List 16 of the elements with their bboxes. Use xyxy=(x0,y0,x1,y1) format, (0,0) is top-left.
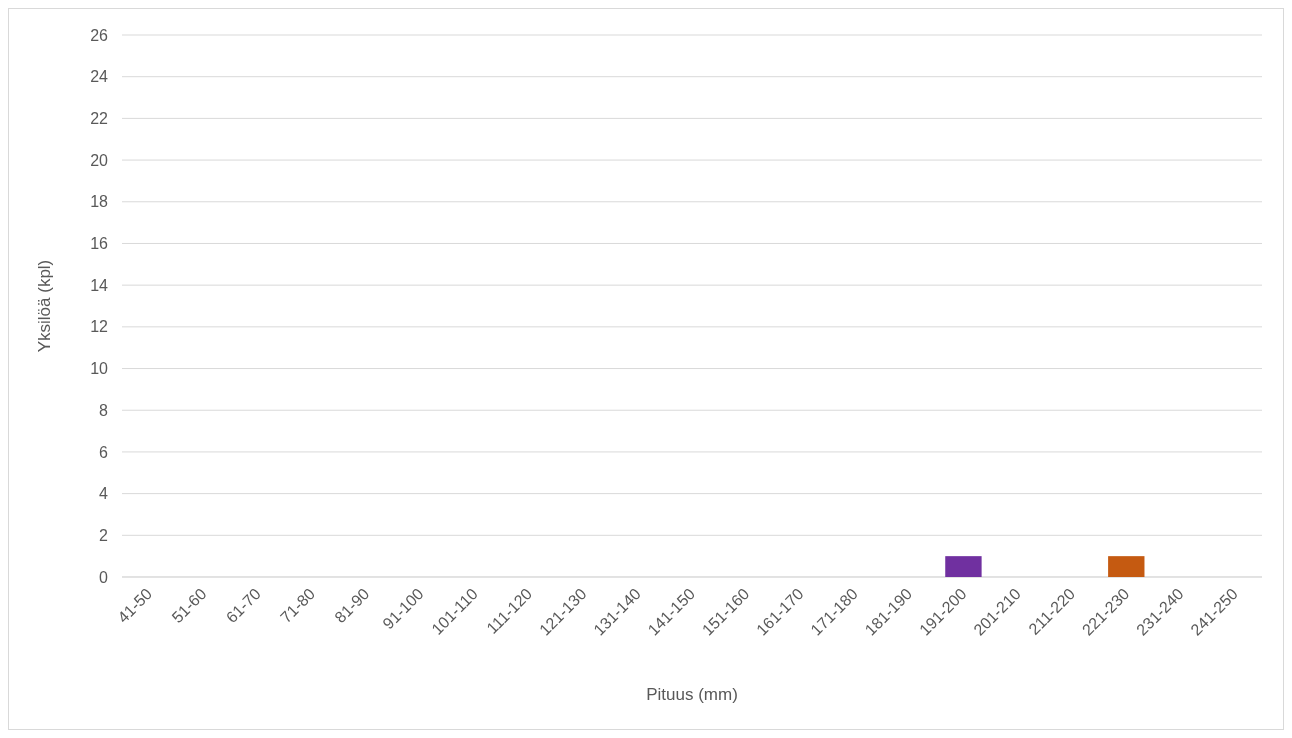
y-tick-label: 26 xyxy=(90,26,109,44)
y-tick-label: 24 xyxy=(90,68,109,86)
y-tick-label: 12 xyxy=(90,318,109,336)
y-tick-label: 0 xyxy=(99,568,109,586)
y-tick-label: 22 xyxy=(90,109,109,127)
y-axis-title: Yksilöä (kpl) xyxy=(35,259,54,353)
y-tick-label: 8 xyxy=(99,401,109,419)
y-tick-label: 4 xyxy=(99,485,109,503)
y-tick-label: 18 xyxy=(90,193,109,211)
y-tick-label: 16 xyxy=(90,235,109,253)
y-tick-label: 2 xyxy=(99,526,109,544)
y-tick-label: 6 xyxy=(99,443,109,461)
y-tick-label: 10 xyxy=(90,360,109,378)
y-tick-label: 14 xyxy=(90,276,109,294)
y-tick-label: 20 xyxy=(90,151,109,169)
x-axis-title: Pituus (mm) xyxy=(646,685,738,704)
